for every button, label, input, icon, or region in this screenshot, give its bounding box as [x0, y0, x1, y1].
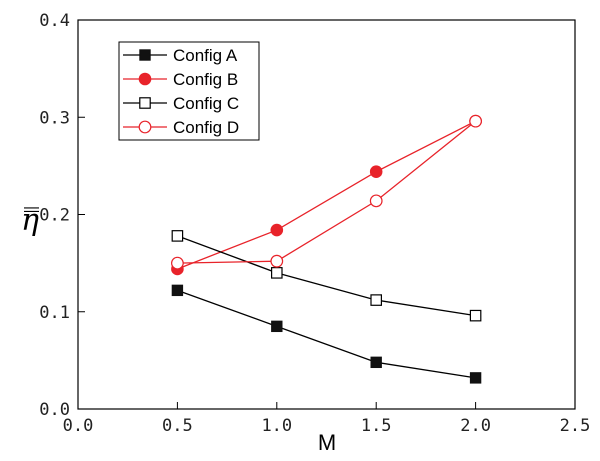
x-tick-label: 0.5: [162, 416, 193, 436]
series-layer: [170, 114, 483, 384]
y-axis-label: η̿: [21, 203, 39, 238]
series-config-a: [171, 284, 482, 384]
legend-label-config-d: Config D: [173, 118, 239, 137]
data-point-config-d: [369, 194, 383, 208]
data-point-config-c: [271, 267, 283, 279]
y-tick-label: 0.1: [39, 303, 70, 323]
legend-marker-config-c: [139, 97, 151, 109]
data-point-config-c: [171, 230, 184, 242]
x-tick-label: 1.5: [361, 416, 392, 436]
data-point-config-b: [270, 223, 284, 237]
data-point-config-b: [369, 165, 383, 179]
data-point-config-a: [271, 320, 283, 333]
data-point-config-d: [469, 114, 483, 128]
y-tick-label: 0.3: [39, 108, 70, 128]
y-tick-label: 0.4: [39, 11, 70, 31]
y-tick-label: 0.0: [39, 400, 70, 420]
x-tick-label: 2.5: [560, 416, 591, 436]
y-tick-label: 0.2: [39, 206, 70, 226]
legend-label-config-a: Config A: [173, 46, 238, 65]
axis-ticks: 0.0 0.5 1.0 1.5 2.0 2.5 0.0 0.1 0.2 0.3 0.4: [39, 11, 590, 436]
series-line-config-b: [177, 120, 476, 270]
series-config-c: [171, 230, 482, 322]
legend-label-config-b: Config B: [173, 70, 238, 89]
series-line-config-a: [177, 289, 476, 379]
series-line-config-d: [177, 120, 477, 264]
data-point-config-a: [171, 284, 184, 297]
legend-label-config-c: Config C: [173, 94, 239, 113]
series-line-config-c: [177, 235, 476, 317]
data-point-config-d: [270, 254, 284, 268]
data-point-config-c: [370, 294, 382, 306]
legend-marker-config-a: [139, 49, 151, 61]
data-point-config-d: [170, 256, 184, 270]
x-tick-label: 0.0: [63, 416, 94, 436]
series-config-d: [170, 114, 483, 270]
legend-marker-config-b: [138, 72, 152, 86]
data-point-config-a: [469, 372, 482, 384]
data-point-config-a: [370, 356, 382, 369]
data-point-config-c: [469, 309, 482, 322]
legend: Config A Config B Config C Config D: [118, 41, 260, 141]
x-axis-label: M: [318, 430, 336, 455]
x-tick-label: 2.0: [460, 416, 491, 436]
x-tick-label: 1.0: [261, 416, 292, 436]
legend-marker-config-d: [138, 120, 152, 134]
